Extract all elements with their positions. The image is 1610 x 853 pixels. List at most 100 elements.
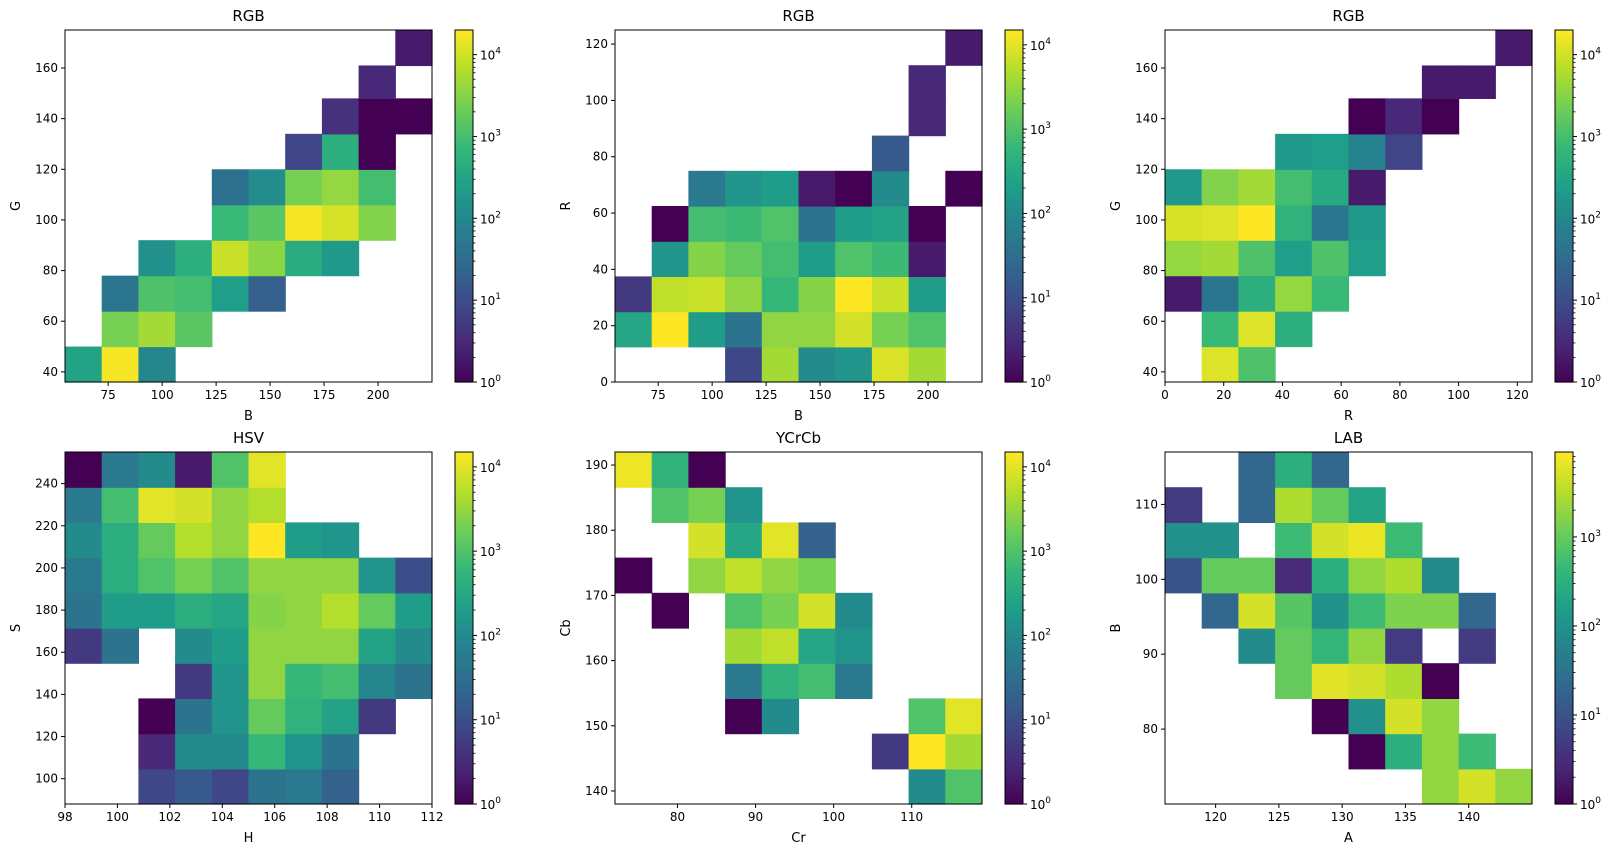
colorbar-segment: [1555, 645, 1573, 650]
colorbar-segment: [1555, 173, 1573, 178]
heatmap-cell: [761, 522, 800, 559]
colorbar-segment: [1555, 481, 1573, 485]
heatmap-cell: [321, 663, 360, 699]
colorbar-segment: [455, 53, 473, 57]
colorbar-segment: [1005, 123, 1023, 128]
colorbar-segment: [1005, 197, 1023, 201]
y-tick-label: 140: [585, 784, 608, 798]
colorbar-segment: [455, 677, 473, 682]
colorbar-segment: [1555, 288, 1573, 292]
heatmap-cell: [101, 592, 139, 629]
colorbar-segment: [455, 566, 473, 570]
heatmap-cell: [358, 98, 396, 135]
colorbar: 100 101 102 103 104: [1004, 451, 1051, 812]
heatmap-cell: [908, 100, 946, 137]
heatmap-cell: [688, 241, 726, 277]
y-tick-label: 40: [593, 262, 608, 276]
colorbar-segment: [1555, 601, 1573, 606]
y-axis-label: R: [559, 201, 574, 210]
y-tick-label: 60: [1143, 314, 1158, 328]
colorbar-segment: [1005, 314, 1023, 319]
heatmap-cell: [321, 592, 360, 629]
colorbar-tick-label: 103: [1580, 529, 1601, 545]
colorbar-segment: [1005, 595, 1023, 600]
heatmap-cell: [211, 733, 250, 770]
colorbar-segment: [455, 487, 473, 491]
colorbar-segment: [455, 628, 473, 632]
colorbar-segment: [1005, 701, 1023, 705]
heatmap-cell: [1201, 240, 1239, 277]
colorbar-segment: [1555, 343, 1573, 348]
colorbar-segment: [1555, 584, 1573, 588]
colorbar-segment: [1005, 622, 1023, 626]
heatmap-cell: [908, 311, 946, 348]
heatmap-cell: [65, 522, 103, 559]
colorbar-segment: [1005, 226, 1023, 231]
colorbar-tick-label: 104: [1030, 459, 1051, 475]
heatmap-cell: [761, 311, 800, 348]
colorbar-segment: [455, 507, 473, 512]
colorbar-segment: [1555, 542, 1573, 547]
colorbar-segment: [455, 106, 473, 110]
colorbar-segment: [1555, 707, 1573, 711]
colorbar-segment: [1555, 780, 1573, 785]
colorbar-segment: [1005, 285, 1023, 289]
colorbar-segment: [1005, 232, 1023, 236]
colorbar-segment: [455, 795, 473, 799]
colorbar-segment: [455, 211, 473, 216]
colorbar-segment: [1555, 367, 1573, 371]
colorbar-segment: [1005, 261, 1023, 266]
heatmap-cell: [1275, 169, 1313, 206]
colorbar-segment: [1555, 50, 1573, 55]
heatmap-cell: [175, 663, 213, 699]
colorbar-segment: [455, 288, 473, 292]
colorbar-segment: [1005, 203, 1023, 207]
colorbar-segment: [455, 132, 473, 137]
colorbar-segment: [1555, 223, 1573, 228]
colorbar-segment: [1555, 760, 1573, 764]
x-tick-label: 104: [211, 810, 234, 824]
colorbar-segment: [1555, 279, 1573, 283]
colorbar-segment: [1005, 592, 1023, 597]
colorbar-segment: [1005, 545, 1023, 550]
colorbar-segment: [1555, 569, 1573, 573]
colorbar-segment: [1555, 329, 1573, 333]
colorbar-segment: [455, 370, 473, 374]
colorbar-segment: [455, 484, 473, 488]
x-tick-label: 200: [917, 388, 940, 402]
colorbar-segment: [1555, 299, 1573, 304]
colorbar-segment: [1005, 97, 1023, 101]
heatmap-cell: [1165, 169, 1203, 206]
colorbar-segment: [1555, 232, 1573, 236]
colorbar: 100 101 102 103 104: [454, 29, 501, 390]
colorbar-segment: [455, 367, 473, 371]
colorbar-segment: [455, 343, 473, 348]
subplot-6: 120 125 130 135 1408090100110LABAB1001011021…: [1109, 429, 1601, 846]
heatmap-cell: [1238, 487, 1276, 523]
colorbar-segment: [1555, 493, 1573, 497]
colorbar-segment: [1555, 551, 1573, 556]
colorbar-segment: [1005, 332, 1023, 336]
y-tick-label: 120: [35, 730, 58, 744]
colorbar-segment: [455, 314, 473, 319]
colorbar-segment: [455, 724, 473, 729]
colorbar-segment: [1555, 548, 1573, 553]
colorbar-tick-label: 102: [480, 627, 501, 643]
colorbar-segment: [1005, 32, 1023, 37]
colorbar-segment: [1005, 38, 1023, 43]
heatmap-cell: [761, 346, 800, 383]
heatmap-cell: [1495, 768, 1533, 805]
colorbar-segment: [1005, 601, 1023, 606]
colorbar-segment: [455, 340, 473, 345]
colorbar-segment: [1555, 718, 1573, 723]
heatmap-cell: [248, 733, 286, 770]
colorbar-segment: [1005, 159, 1023, 163]
heatmap-cell: [871, 206, 910, 242]
heatmap-cell: [321, 133, 360, 170]
colorbar-segment: [1555, 625, 1573, 629]
colorbar-segment: [1005, 742, 1023, 746]
colorbar-segment: [455, 768, 473, 773]
heatmap-cell: [1348, 169, 1386, 206]
y-tick-label: 20: [593, 319, 608, 333]
colorbar-segment: [1005, 229, 1023, 233]
